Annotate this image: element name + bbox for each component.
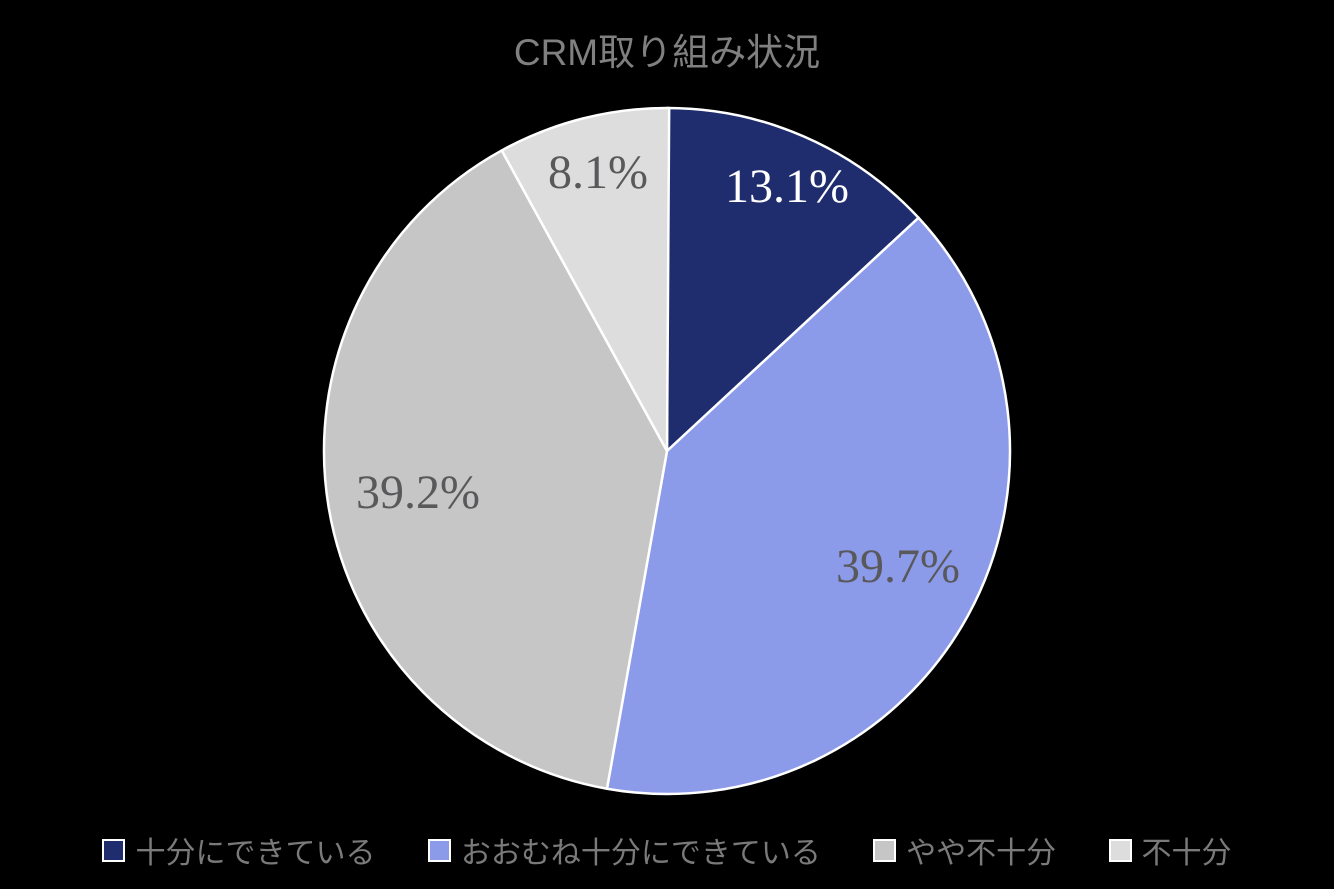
svg-text:39.7%: 39.7% [836,540,960,593]
svg-text:13.1%: 13.1% [725,160,849,213]
svg-text:8.1%: 8.1% [548,146,648,199]
svg-text:39.2%: 39.2% [356,466,480,519]
